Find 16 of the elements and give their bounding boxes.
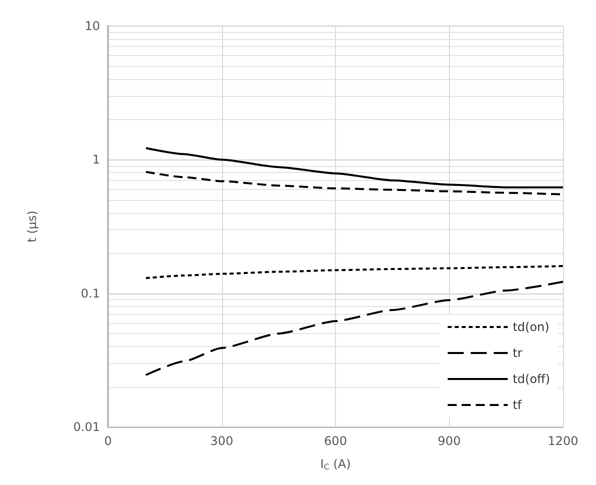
y-tick-label: 0.01 [73, 420, 100, 434]
legend-label: td(off) [512, 372, 550, 386]
line-series [144, 265, 564, 280]
x-tick-label: 300 [210, 434, 234, 448]
line-series [144, 147, 564, 188]
x-tick-label: 1200 [548, 434, 578, 448]
x-tick-label: 600 [324, 434, 347, 448]
legend-label: td(on) [512, 320, 550, 334]
x-tick-label: 0 [104, 434, 112, 448]
y-tick-label: 1 [92, 152, 100, 167]
x-tick-label: 900 [438, 434, 461, 448]
legend-label: tf [512, 398, 522, 412]
y-tick-label: 10 [84, 19, 100, 33]
legend-label: tr [512, 346, 522, 360]
y-tick-label: 0.1 [80, 286, 100, 300]
y-axis-title: t (µs) [25, 210, 39, 242]
